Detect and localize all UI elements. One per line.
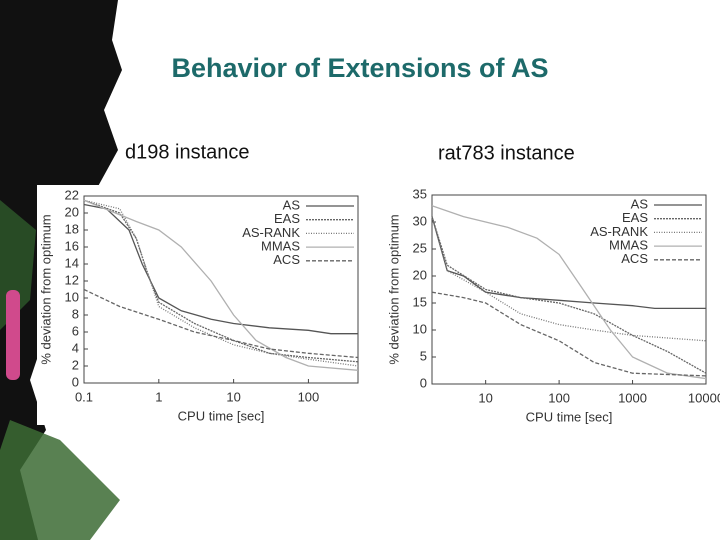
chart-image [37, 185, 365, 425]
y-tick-label: 30 [413, 213, 427, 228]
legend-label: MMAS [261, 239, 300, 254]
legend-label: EAS [622, 210, 648, 225]
green-blob [0, 420, 120, 540]
x-tick-label: 10 [478, 390, 492, 405]
pink-stick [6, 290, 20, 380]
chart-title: rat783 instance [438, 142, 575, 164]
x-tick-label: 100 [548, 390, 570, 405]
x-tick-label: 10 [226, 389, 240, 404]
legend-label: EAS [274, 211, 300, 226]
x-axis-label: CPU time [sec] [178, 408, 265, 423]
series-line [83, 203, 358, 335]
grunge-decoration [0, 0, 122, 540]
dark-border [0, 0, 122, 540]
y-tick-label: 8 [72, 306, 79, 321]
y-tick-label: 20 [413, 267, 427, 282]
legend-label: AS-RANK [242, 225, 300, 240]
y-tick-label: 12 [65, 272, 79, 287]
y-tick-label: 0 [72, 374, 79, 389]
y-tick-label: 4 [72, 340, 79, 355]
y-tick-label: 5 [420, 348, 427, 363]
plot-frame [431, 194, 707, 385]
slide-title: Behavior of Extensions of AS [171, 53, 548, 83]
x-tick-label: 100 [298, 389, 320, 404]
legend-label: MMAS [609, 238, 648, 253]
y-tick-label: 18 [65, 221, 79, 236]
series-line [431, 216, 707, 374]
legend-label: AS [631, 196, 649, 211]
series-line [83, 288, 359, 359]
legend-label: AS-RANK [590, 224, 648, 239]
chart-image [378, 185, 720, 425]
series-line [83, 199, 359, 371]
y-tick-label: 22 [65, 187, 79, 202]
y-axis-label: % deviation from optimum [38, 214, 53, 364]
series-line [83, 199, 359, 367]
series-line [431, 216, 707, 342]
x-tick-label: 1000 [618, 390, 647, 405]
y-tick-label: 20 [65, 204, 79, 219]
y-tick-label: 10 [65, 289, 79, 304]
y-tick-label: 15 [413, 294, 427, 309]
x-tick-label: 0.1 [75, 389, 93, 404]
series-line [431, 291, 707, 377]
y-tick-label: 10 [413, 321, 427, 336]
chart-title: d198 instance [125, 141, 250, 163]
y-tick-label: 0 [420, 375, 427, 390]
y-tick-label: 2 [72, 357, 79, 372]
legend-label: ACS [273, 252, 300, 267]
y-tick-label: 25 [413, 240, 427, 255]
legend-label: ACS [621, 251, 648, 266]
y-tick-label: 16 [65, 238, 79, 253]
y-tick-label: 35 [413, 186, 427, 201]
series-line [431, 216, 706, 310]
x-axis-label: CPU time [sec] [526, 409, 613, 424]
y-tick-label: 14 [65, 255, 79, 270]
y-axis-label: % deviation from optimum [386, 214, 401, 364]
series-line [431, 205, 707, 380]
x-tick-label: 10000 [688, 390, 720, 405]
series-line [83, 199, 359, 363]
y-tick-label: 6 [72, 323, 79, 338]
x-tick-label: 1 [155, 389, 162, 404]
legend-label: AS [283, 197, 301, 212]
